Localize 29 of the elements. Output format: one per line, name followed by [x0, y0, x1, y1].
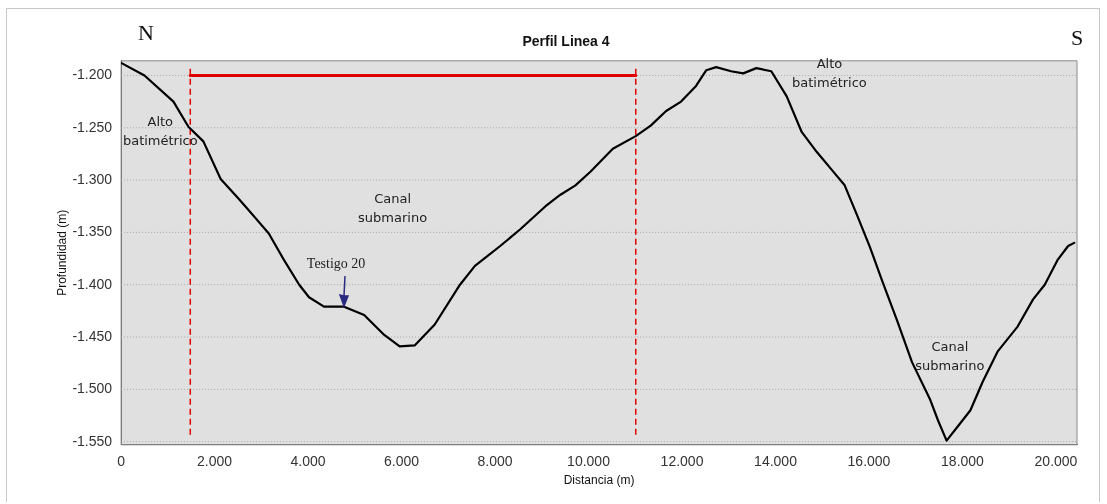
x-tick-label: 0: [117, 453, 126, 470]
y-tick-label: -1.250: [72, 118, 113, 135]
annotation: Canal submarino: [915, 338, 985, 373]
text: N: [138, 19, 154, 45]
annotation: Testigo 20: [306, 256, 366, 272]
x-tick-label: 8.000: [477, 453, 513, 470]
x-tick-label: 20.000: [1034, 453, 1078, 470]
x-tick-label: 2.000: [197, 453, 233, 470]
x-tick-label: 12.000: [660, 453, 704, 470]
y-tick-label: -1.450: [72, 327, 113, 344]
x-tick-label: 4.000: [290, 453, 326, 470]
annotation: Alto batimétrico: [792, 56, 867, 91]
y-tick-label: -1.400: [72, 275, 113, 292]
text: S: [1070, 25, 1084, 51]
x-tick-label: 6.000: [384, 453, 420, 470]
annotation: Alto batimétrico: [122, 113, 198, 148]
x-tick-label: 16.000: [847, 453, 891, 470]
y-axis-title: Profundidad (m): [54, 209, 69, 296]
y-tick-label: -1.350: [72, 223, 113, 240]
y-tick-label: -1.500: [72, 380, 113, 397]
x-tick-label: 14.000: [754, 453, 798, 470]
chart-title: Perfil Linea 4: [522, 33, 610, 50]
y-tick-label: -1.550: [72, 432, 113, 449]
x-tick-label: 10.000: [567, 453, 611, 470]
annotation: Canal submarino: [358, 190, 428, 225]
x-tick-label: 18.000: [941, 453, 985, 470]
y-tick-label: -1.200: [72, 66, 113, 83]
y-tick-label: -1.300: [72, 170, 113, 187]
x-axis-title: Distancia (m): [563, 473, 635, 488]
